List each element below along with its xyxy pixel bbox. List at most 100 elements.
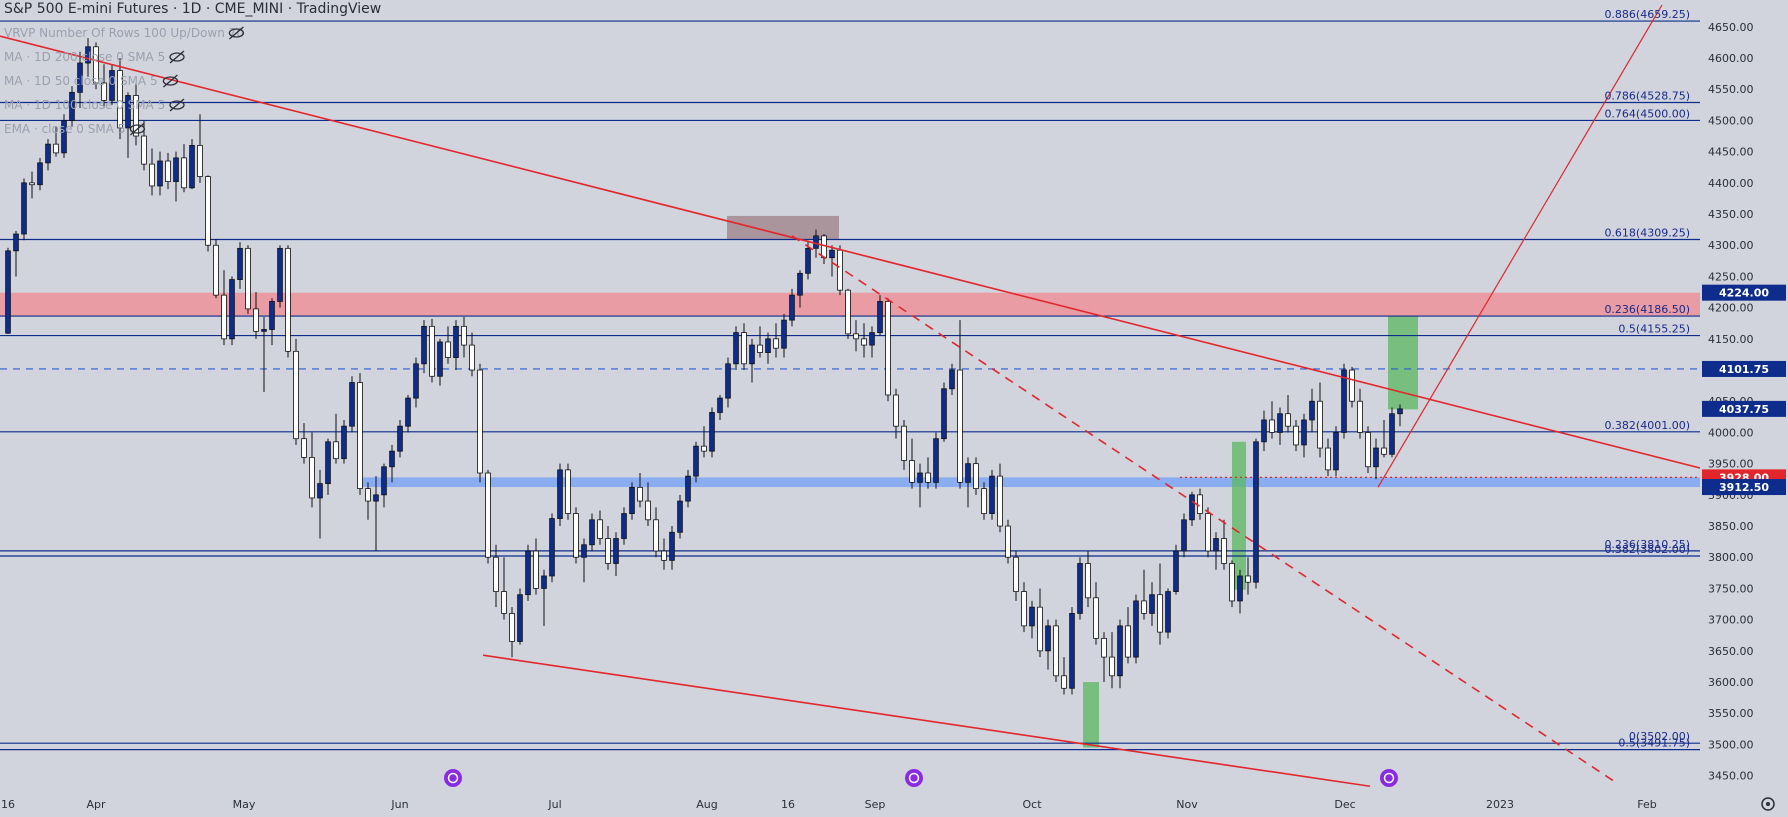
candle-up <box>397 425 403 452</box>
indicator-label[interactable]: MA · 1D 50 close 0 SMA 5 <box>4 74 158 88</box>
candle-up <box>269 300 275 330</box>
candle-down <box>773 338 779 349</box>
candle-up <box>341 425 347 460</box>
candle-up <box>45 143 51 164</box>
time-tick-label: Dec <box>1334 798 1355 811</box>
candle-down <box>117 70 123 129</box>
candle-up <box>949 369 955 390</box>
candle-up <box>1309 400 1315 421</box>
candle-down <box>533 550 539 589</box>
eye-slash <box>228 26 244 40</box>
eye-off-icon[interactable] <box>228 26 245 40</box>
candle-up <box>725 363 731 399</box>
descending-trendline <box>0 35 1701 469</box>
candle-down <box>1365 432 1371 468</box>
candle-down <box>1021 591 1027 627</box>
candle-down <box>293 350 299 440</box>
lower-trendline <box>482 654 1371 788</box>
candle-up <box>589 519 595 546</box>
indicator-label[interactable]: MA · 1D 200 close 0 SMA 5 <box>4 50 165 64</box>
candle-down <box>605 538 611 564</box>
eye-off-icon[interactable] <box>169 98 185 112</box>
candle-up <box>109 70 115 101</box>
indicator-label[interactable]: EMA · close 0 SMA 5 <box>4 122 125 136</box>
candle-up <box>1237 575 1243 602</box>
candle-up <box>797 272 803 296</box>
candle-down <box>509 613 515 642</box>
candle-up <box>933 438 939 483</box>
eye-off-icon[interactable] <box>169 50 185 64</box>
candle-down <box>997 475 1003 527</box>
indicator-legend[interactable]: VRVP Number Of Rows 100 Up/Down 70 MA · 1… <box>4 26 245 136</box>
candle-up <box>733 332 739 365</box>
eye-off-icon[interactable] <box>162 74 179 88</box>
eye-slash <box>162 74 178 88</box>
eye-slash <box>169 50 185 64</box>
price-axis[interactable]: 4650.00 4600.00 4550.00 4500.00 4450.00 4400.… <box>1700 0 1788 817</box>
price-tick-label: 4200.00 <box>1708 302 1754 315</box>
candle-up <box>669 531 675 561</box>
candle-up <box>1181 519 1187 552</box>
candle-up <box>349 382 355 427</box>
candle-up <box>965 463 971 483</box>
price-tick-label: 4400.00 <box>1708 177 1754 190</box>
candle-up <box>413 363 419 399</box>
price-tick-label: 3450.00 <box>1708 770 1754 783</box>
candle-down <box>1381 447 1387 455</box>
candle-up <box>1397 408 1403 415</box>
candle-up <box>685 475 691 502</box>
candle-up <box>389 450 395 468</box>
candle-down <box>485 472 491 558</box>
candle-up <box>157 160 163 187</box>
candle-down <box>101 82 107 101</box>
price-tick-label: 4550.00 <box>1708 83 1754 96</box>
eye-off-icon[interactable] <box>129 122 146 136</box>
levels <box>0 20 1700 751</box>
candle-up <box>261 329 267 332</box>
candle-down <box>1085 563 1091 599</box>
price-tick-label: 3800.00 <box>1708 551 1754 564</box>
event-marker-circle <box>1380 769 1398 787</box>
candle-up <box>1389 413 1395 455</box>
candle-up <box>1117 625 1123 677</box>
price-tick-label: 3500.00 <box>1708 738 1754 751</box>
indicator-label[interactable]: MA · 1D 100 close 0 SMA 5 <box>4 98 165 112</box>
candle-up <box>69 91 75 121</box>
event-marker-circle <box>444 769 462 787</box>
candle-up <box>541 575 547 589</box>
candle-up <box>1253 441 1259 583</box>
candle-down <box>597 519 603 539</box>
candle-down <box>845 289 851 335</box>
candle-down <box>205 176 211 246</box>
event-marker-icon <box>1380 769 1398 787</box>
candle-down <box>141 135 147 165</box>
candle-up <box>237 247 243 280</box>
candle-down <box>1093 597 1099 639</box>
price-tick-label: 4000.00 <box>1708 426 1754 439</box>
candle-up <box>621 513 627 539</box>
time-tick-label: Oct <box>1022 798 1042 811</box>
candle-up <box>405 397 411 427</box>
price-tick-label: 3750.00 <box>1708 582 1754 595</box>
candle-up <box>77 62 83 93</box>
candle-down <box>861 338 867 346</box>
time-axis[interactable]: 16 Apr May Jun Jul Aug 16 Sep Oct Nov Dec 2023 Feb <box>1 769 1775 811</box>
fib-labels: 0.886(4659.25) 0.786(4528.75) 0.764(4500.0… <box>1604 8 1690 750</box>
candle-up <box>453 325 459 358</box>
candle-down <box>181 157 187 189</box>
price-tick-label: 4250.00 <box>1708 270 1754 283</box>
candle-down <box>309 457 315 499</box>
trendlines <box>0 4 1701 788</box>
candle-down <box>1005 525 1011 558</box>
candle-down <box>973 463 979 490</box>
indicator-label[interactable]: VRVP Number Of Rows 100 Up/Down 70 <box>4 26 244 40</box>
candle-down <box>1013 556 1019 592</box>
candle-up <box>1077 563 1083 614</box>
candle-up <box>37 162 43 186</box>
candle-down <box>365 488 371 502</box>
candle-up <box>229 279 235 340</box>
candle-up <box>1301 419 1307 446</box>
candle-down <box>253 308 259 332</box>
